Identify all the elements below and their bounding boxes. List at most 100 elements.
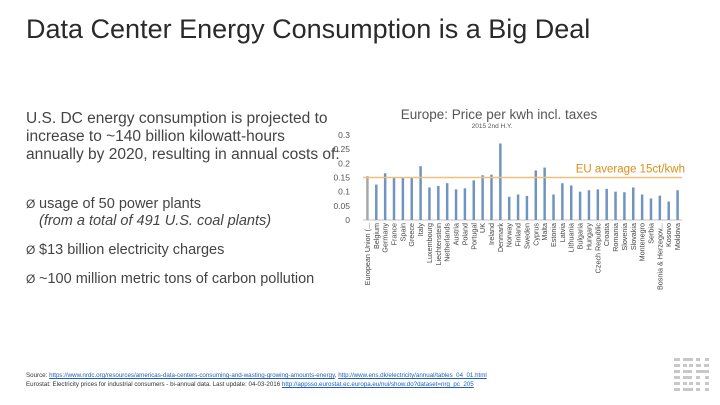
x-tick-label: France: [390, 223, 399, 245]
x-tick-label: Spain: [398, 223, 407, 241]
x-tick-label: Moldova: [673, 223, 682, 250]
bullet-item: Ø usage of 50 power plants (from a total…: [26, 196, 336, 230]
x-tick-label: Norway: [505, 223, 514, 248]
bar: [375, 184, 378, 220]
source-link-ens[interactable]: http://www.ens.dk/electricity/annual/tab…: [338, 372, 487, 379]
eu-average-label: EU average 15ct/kwh: [576, 164, 685, 176]
x-tick-label: Cyprus: [531, 223, 540, 246]
y-tick-label: 0.05: [333, 201, 350, 211]
x-tick-label: Serbia: [646, 223, 655, 244]
bullet-text: $13 billion electricity charges: [39, 242, 225, 258]
bullet-item: Ø $13 billion electricity charges: [26, 242, 336, 259]
bar: [569, 185, 573, 220]
bar: [658, 195, 662, 220]
bar: [472, 180, 476, 220]
bar: [366, 176, 369, 220]
y-tick-label: 0.1: [338, 187, 350, 197]
bullet-list: Ø usage of 50 power plants (from a total…: [26, 196, 336, 300]
bar: [543, 167, 546, 220]
x-tick-label: Sweden: [522, 223, 531, 249]
intro-text: U.S. DC energy consumption is projected …: [26, 110, 340, 163]
x-tick-label: Finland: [514, 223, 523, 247]
source-prefix: Source:: [26, 372, 48, 379]
bullet-text: ~100 million metric tons of carbon pollu…: [39, 271, 315, 287]
bar: [578, 191, 582, 220]
x-tick-label: Austria: [452, 223, 461, 245]
x-tick-label: Luxembourg: [425, 223, 434, 263]
x-tick-label: Poland: [460, 223, 469, 245]
bar: [605, 188, 608, 220]
x-tick-label: Italy: [416, 223, 425, 237]
bar: [383, 173, 387, 220]
source-line: Eurostat: Electricity prices for industr…: [26, 380, 666, 389]
bar: [392, 178, 396, 220]
bar: [463, 188, 467, 220]
y-tick-label: 0.2: [338, 158, 350, 168]
source-link-nrdc[interactable]: https://www.nrdc.org/resources/americas-…: [49, 372, 335, 379]
y-tick-label: 0.25: [333, 144, 350, 154]
x-tick-label: Czech Republic: [593, 223, 602, 274]
x-tick-label: Ireland: [487, 223, 496, 245]
bar: [667, 201, 670, 220]
bar: [623, 192, 626, 220]
bar: [454, 189, 458, 220]
x-tick-label: European Union (...: [363, 223, 372, 285]
arrow-bullet-icon: Ø: [26, 272, 36, 286]
bar: [552, 194, 555, 220]
bar: [596, 189, 600, 220]
arrow-bullet-icon: Ø: [26, 243, 36, 257]
bar: [410, 178, 413, 220]
bar: [676, 190, 679, 220]
bar: [419, 166, 422, 220]
bullet-item: Ø ~100 million metric tons of carbon pol…: [26, 271, 336, 288]
x-tick-label: Netherlands: [443, 223, 452, 262]
x-tick-label: UK: [478, 223, 487, 233]
x-tick-label: Portugal: [469, 223, 478, 250]
y-tick-label: 0.3: [338, 130, 350, 140]
x-tick-label: Bulgaria: [576, 223, 585, 249]
bar: [525, 195, 529, 220]
bar: [640, 194, 644, 220]
x-tick-label: Denmark: [496, 223, 505, 253]
source-line: Source: https://www.nrdc.org/resources/a…: [26, 371, 666, 380]
bar: [490, 174, 493, 220]
bar: [516, 194, 520, 220]
bullet-subtext: (from a total of 491 U.S. coal plants): [39, 213, 272, 229]
arrow-bullet-icon: Ø: [26, 197, 36, 211]
x-tick-label: Estonia: [549, 223, 558, 247]
bar: [632, 187, 635, 220]
bar: [507, 196, 511, 220]
bar: [614, 191, 617, 220]
x-tick-label: Croatia: [602, 223, 611, 246]
x-tick-label: Montenegro: [638, 223, 647, 261]
x-tick-label: Belgium: [372, 223, 381, 249]
source-citation: Source: https://www.nrdc.org/resources/a…: [26, 371, 666, 389]
x-tick-label: Slovenia: [620, 223, 629, 251]
bar: [445, 183, 449, 220]
bar: [499, 143, 502, 220]
y-tick-label: 0.15: [333, 173, 350, 183]
bar: [561, 183, 564, 220]
source-link-eurostat[interactable]: http://appsso.eurostat.ec.europa.eu/nui/…: [281, 381, 474, 388]
x-tick-label: Liechtenstein: [434, 223, 443, 265]
bar: [481, 175, 484, 220]
x-tick-label: Kosovo: [664, 223, 673, 247]
bullet-text: usage of 50 power plants: [39, 196, 202, 212]
bar: [401, 177, 405, 220]
source-separator: ,: [334, 372, 339, 379]
x-tick-label: Malta: [540, 223, 549, 241]
x-tick-label: Greece: [407, 223, 416, 247]
source-eurostat-text: Eurostat: Electricity prices for industr…: [26, 381, 281, 388]
x-tick-label: Latvia: [558, 223, 567, 242]
bar: [437, 186, 440, 220]
chart-title: Europe: Price per kwh incl. taxes: [401, 107, 598, 122]
bar: [428, 187, 431, 220]
ibm-logo-icon: [674, 358, 709, 391]
bar: [587, 190, 591, 220]
x-tick-label: Slovakia: [629, 223, 638, 250]
slide-title: Data Center Energy Consumption is a Big …: [26, 14, 591, 44]
x-tick-label: Germany: [381, 223, 390, 253]
x-tick-label: Romania: [611, 223, 620, 252]
bar: [534, 170, 538, 220]
